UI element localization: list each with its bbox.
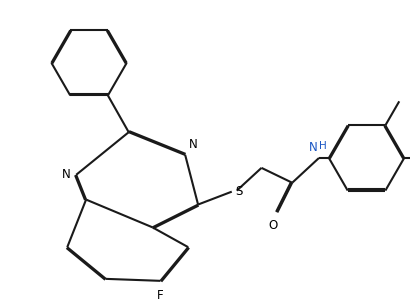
Text: N: N [189, 138, 198, 151]
Text: S: S [236, 185, 243, 198]
Text: O: O [269, 219, 278, 233]
Text: N: N [61, 168, 70, 181]
Text: F: F [157, 289, 164, 302]
Text: N: N [309, 141, 318, 154]
Text: H: H [319, 141, 327, 151]
